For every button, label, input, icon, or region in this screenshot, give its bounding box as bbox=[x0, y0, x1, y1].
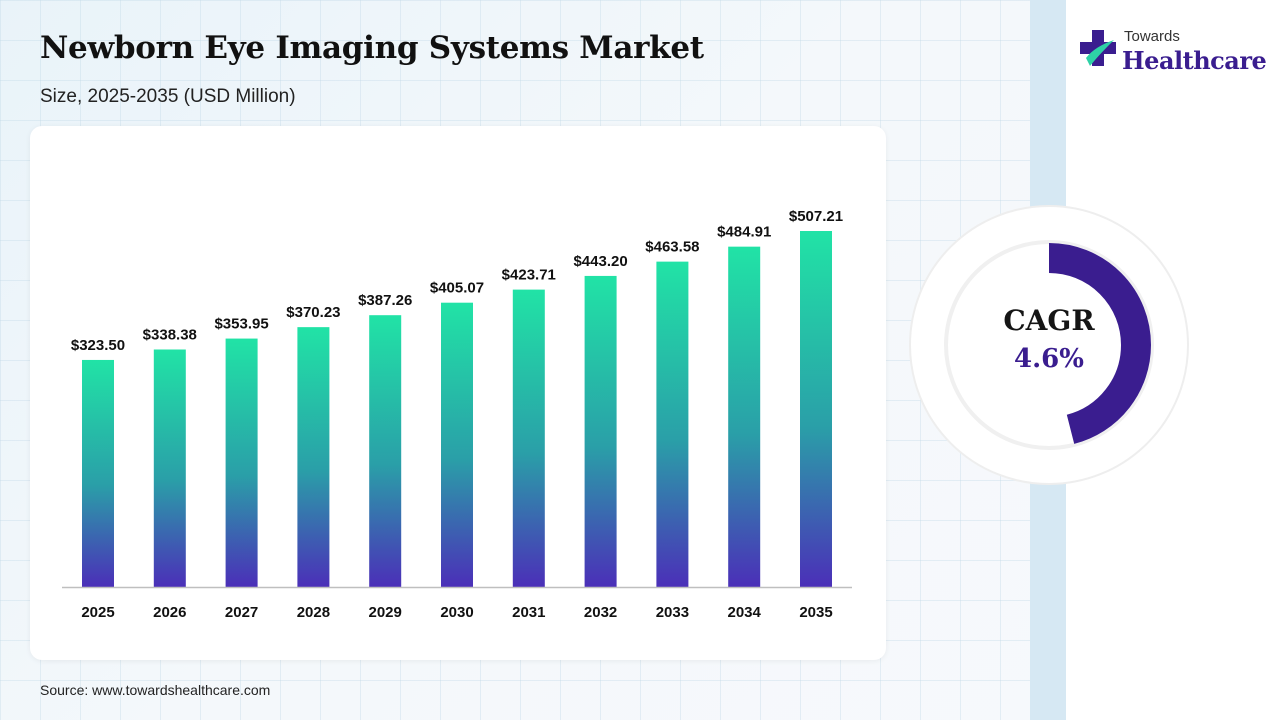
x-tick-label: 2035 bbox=[799, 604, 832, 621]
page-title: Newborn Eye Imaging Systems Market bbox=[40, 30, 704, 66]
bar-2028 bbox=[297, 327, 330, 587]
bar-2030 bbox=[441, 302, 473, 587]
logo-text-bottom: Healthcare bbox=[1122, 46, 1267, 75]
bar-value-label: $507.21 bbox=[789, 208, 843, 225]
logo-text-top: Towards bbox=[1124, 28, 1180, 45]
bar-2034 bbox=[728, 246, 761, 587]
x-tick-label: 2032 bbox=[584, 604, 617, 621]
bar-chart: $323.50 2025 $338.38 2026 $353.95 2027 $370.23… bbox=[62, 208, 852, 621]
towards-healthcare-logo: Towards Healthcare bbox=[1078, 26, 1268, 78]
bar-2026 bbox=[153, 349, 186, 587]
source-note: Source: www.towardshealthcare.com bbox=[40, 682, 271, 698]
bar-2025 bbox=[82, 359, 114, 587]
bar-value-label: $338.38 bbox=[143, 326, 197, 343]
x-tick-label: 2034 bbox=[728, 604, 762, 621]
bar-2031 bbox=[512, 289, 545, 587]
bar-2029 bbox=[369, 315, 402, 587]
x-tick-label: 2028 bbox=[297, 604, 330, 621]
bar-value-label: $370.23 bbox=[286, 304, 340, 321]
bar-2032 bbox=[584, 275, 617, 587]
medical-cross-icon bbox=[1080, 30, 1116, 66]
cagr-ring bbox=[909, 205, 1189, 485]
bar-value-label: $443.20 bbox=[573, 253, 627, 270]
x-tick-label: 2031 bbox=[512, 604, 545, 621]
bar-2027 bbox=[225, 338, 258, 587]
x-tick-label: 2033 bbox=[656, 604, 689, 621]
cagr-value: 4.6% bbox=[1014, 344, 1084, 374]
bar-value-label: $463.58 bbox=[645, 239, 699, 256]
x-tick-label: 2027 bbox=[225, 604, 258, 621]
bar-value-label: $353.95 bbox=[214, 316, 268, 333]
bar-value-label: $323.50 bbox=[71, 337, 125, 354]
x-tick-label: 2025 bbox=[81, 604, 114, 621]
x-tick-label: 2030 bbox=[440, 604, 473, 621]
x-tick-label: 2026 bbox=[153, 604, 186, 621]
bar-2033 bbox=[656, 261, 689, 587]
bar-value-label: $484.91 bbox=[717, 224, 771, 241]
cagr-progress-arc bbox=[947, 243, 1151, 447]
x-tick-label: 2029 bbox=[369, 604, 402, 621]
bar-value-label: $423.71 bbox=[502, 267, 556, 284]
bar-2035 bbox=[800, 231, 832, 587]
cagr-label: CAGR bbox=[1003, 304, 1095, 337]
cagr-donut: CAGR 4.6% bbox=[908, 204, 1190, 486]
bar-value-label: $387.26 bbox=[358, 292, 412, 309]
page-subtitle: Size, 2025-2035 (USD Million) bbox=[40, 86, 296, 107]
chart-card: $323.50 2025 $338.38 2026 $353.95 2027 $370.23… bbox=[30, 126, 886, 660]
bar-value-label: $405.07 bbox=[430, 280, 484, 297]
